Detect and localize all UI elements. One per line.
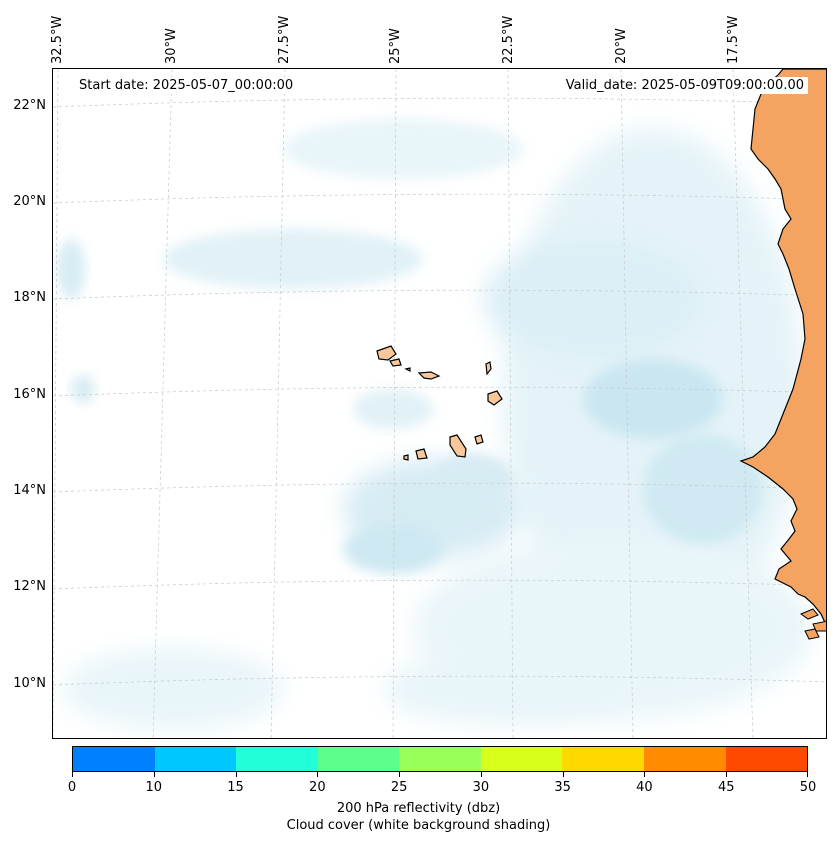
colorbar-tick	[399, 772, 401, 777]
coastal-islands	[799, 608, 826, 640]
island-sao-nicolau	[417, 371, 441, 380]
colorbar-segment	[643, 747, 726, 771]
colorbar-tick	[807, 772, 808, 777]
cape-verde-islands	[376, 345, 503, 461]
cloud-cover-shading	[57, 119, 813, 729]
latitude-label: 20°N	[13, 194, 46, 209]
colorbar-tick	[235, 772, 237, 777]
island-sao-vicente	[389, 358, 402, 367]
colorbar-tick-label: 15	[227, 780, 244, 795]
colorbar-segment	[480, 747, 563, 771]
graticule	[53, 69, 826, 738]
colorbar-segment	[725, 747, 808, 771]
colorbar-caption: 200 hPa reflectivity (dbz)	[336, 801, 501, 816]
colorbar-tick-label: 25	[390, 780, 408, 795]
latitude-label: 16°N	[13, 387, 46, 402]
longitude-label: 30°W	[164, 28, 179, 64]
colorbar-tick-label: 45	[717, 780, 735, 795]
colorbar-segment	[317, 747, 400, 771]
colorbar-segment	[236, 747, 318, 771]
island-santiago	[449, 434, 467, 458]
longitude-label: 20°W	[614, 28, 629, 64]
island-santa-luzia	[404, 367, 411, 372]
colorbar-segment	[399, 747, 481, 771]
colorbar-tick	[153, 772, 155, 777]
colorbar-tick-label: 30	[472, 780, 490, 795]
reflectivity-colorbar	[72, 746, 808, 772]
island-sal	[485, 361, 492, 376]
start-date-label: Start date: 2025-05-07_00:00:00	[75, 77, 298, 94]
latitude-label: 14°N	[13, 483, 46, 498]
longitude-label: 25°W	[388, 28, 403, 64]
colorbar-tick-label: 35	[554, 780, 571, 795]
island-maio	[474, 434, 484, 445]
latitude-label: 10°N	[13, 676, 46, 691]
colorbar-tick	[726, 772, 728, 777]
colorbar-tick	[72, 772, 73, 777]
colorbar-ticks: 0 10 15 20 25 30 35 40 45 50	[68, 772, 816, 802]
colorbar-tick-label: 50	[799, 780, 817, 795]
island-brava	[403, 454, 409, 461]
island-boa-vista	[487, 390, 503, 406]
colorbar-tick-label: 40	[636, 780, 653, 795]
latitude-label: 18°N	[13, 290, 46, 305]
latitude-label: 12°N	[13, 579, 46, 594]
longitude-label: 22.5°W	[501, 15, 516, 64]
colorbar-tick	[644, 772, 646, 777]
colorbar-tick-label: 0	[67, 780, 77, 795]
longitude-label: 17.5°W	[726, 15, 741, 64]
longitude-label: 27.5°W	[277, 15, 292, 64]
colorbar-tick-label: 20	[309, 780, 326, 795]
colorbar-tick	[317, 772, 319, 777]
latitude-label: 22°N	[13, 98, 46, 113]
colorbar-tick	[562, 772, 564, 777]
map-panel: Start date: 2025-05-07_00:00:00 Valid_da…	[52, 68, 827, 739]
island-fogo	[415, 448, 428, 460]
valid-date-label: Valid_date: 2025-05-09T09:00:00.00	[561, 77, 808, 94]
map-canvas: Start date: 2025-05-07_00:00:00 Valid_da…	[53, 69, 826, 738]
longitude-label: 32.5°W	[50, 15, 65, 64]
colorbar-tick	[480, 772, 482, 777]
colorbar-segment	[562, 747, 644, 771]
colorbar-segment	[154, 747, 237, 771]
african-mainland	[739, 69, 826, 627]
island-santo-antao	[376, 345, 397, 361]
colorbar-tick-label: 10	[145, 780, 163, 795]
colorbar-subcaption: Cloud cover (white background shading)	[286, 818, 551, 833]
colorbar-segment	[73, 747, 155, 771]
